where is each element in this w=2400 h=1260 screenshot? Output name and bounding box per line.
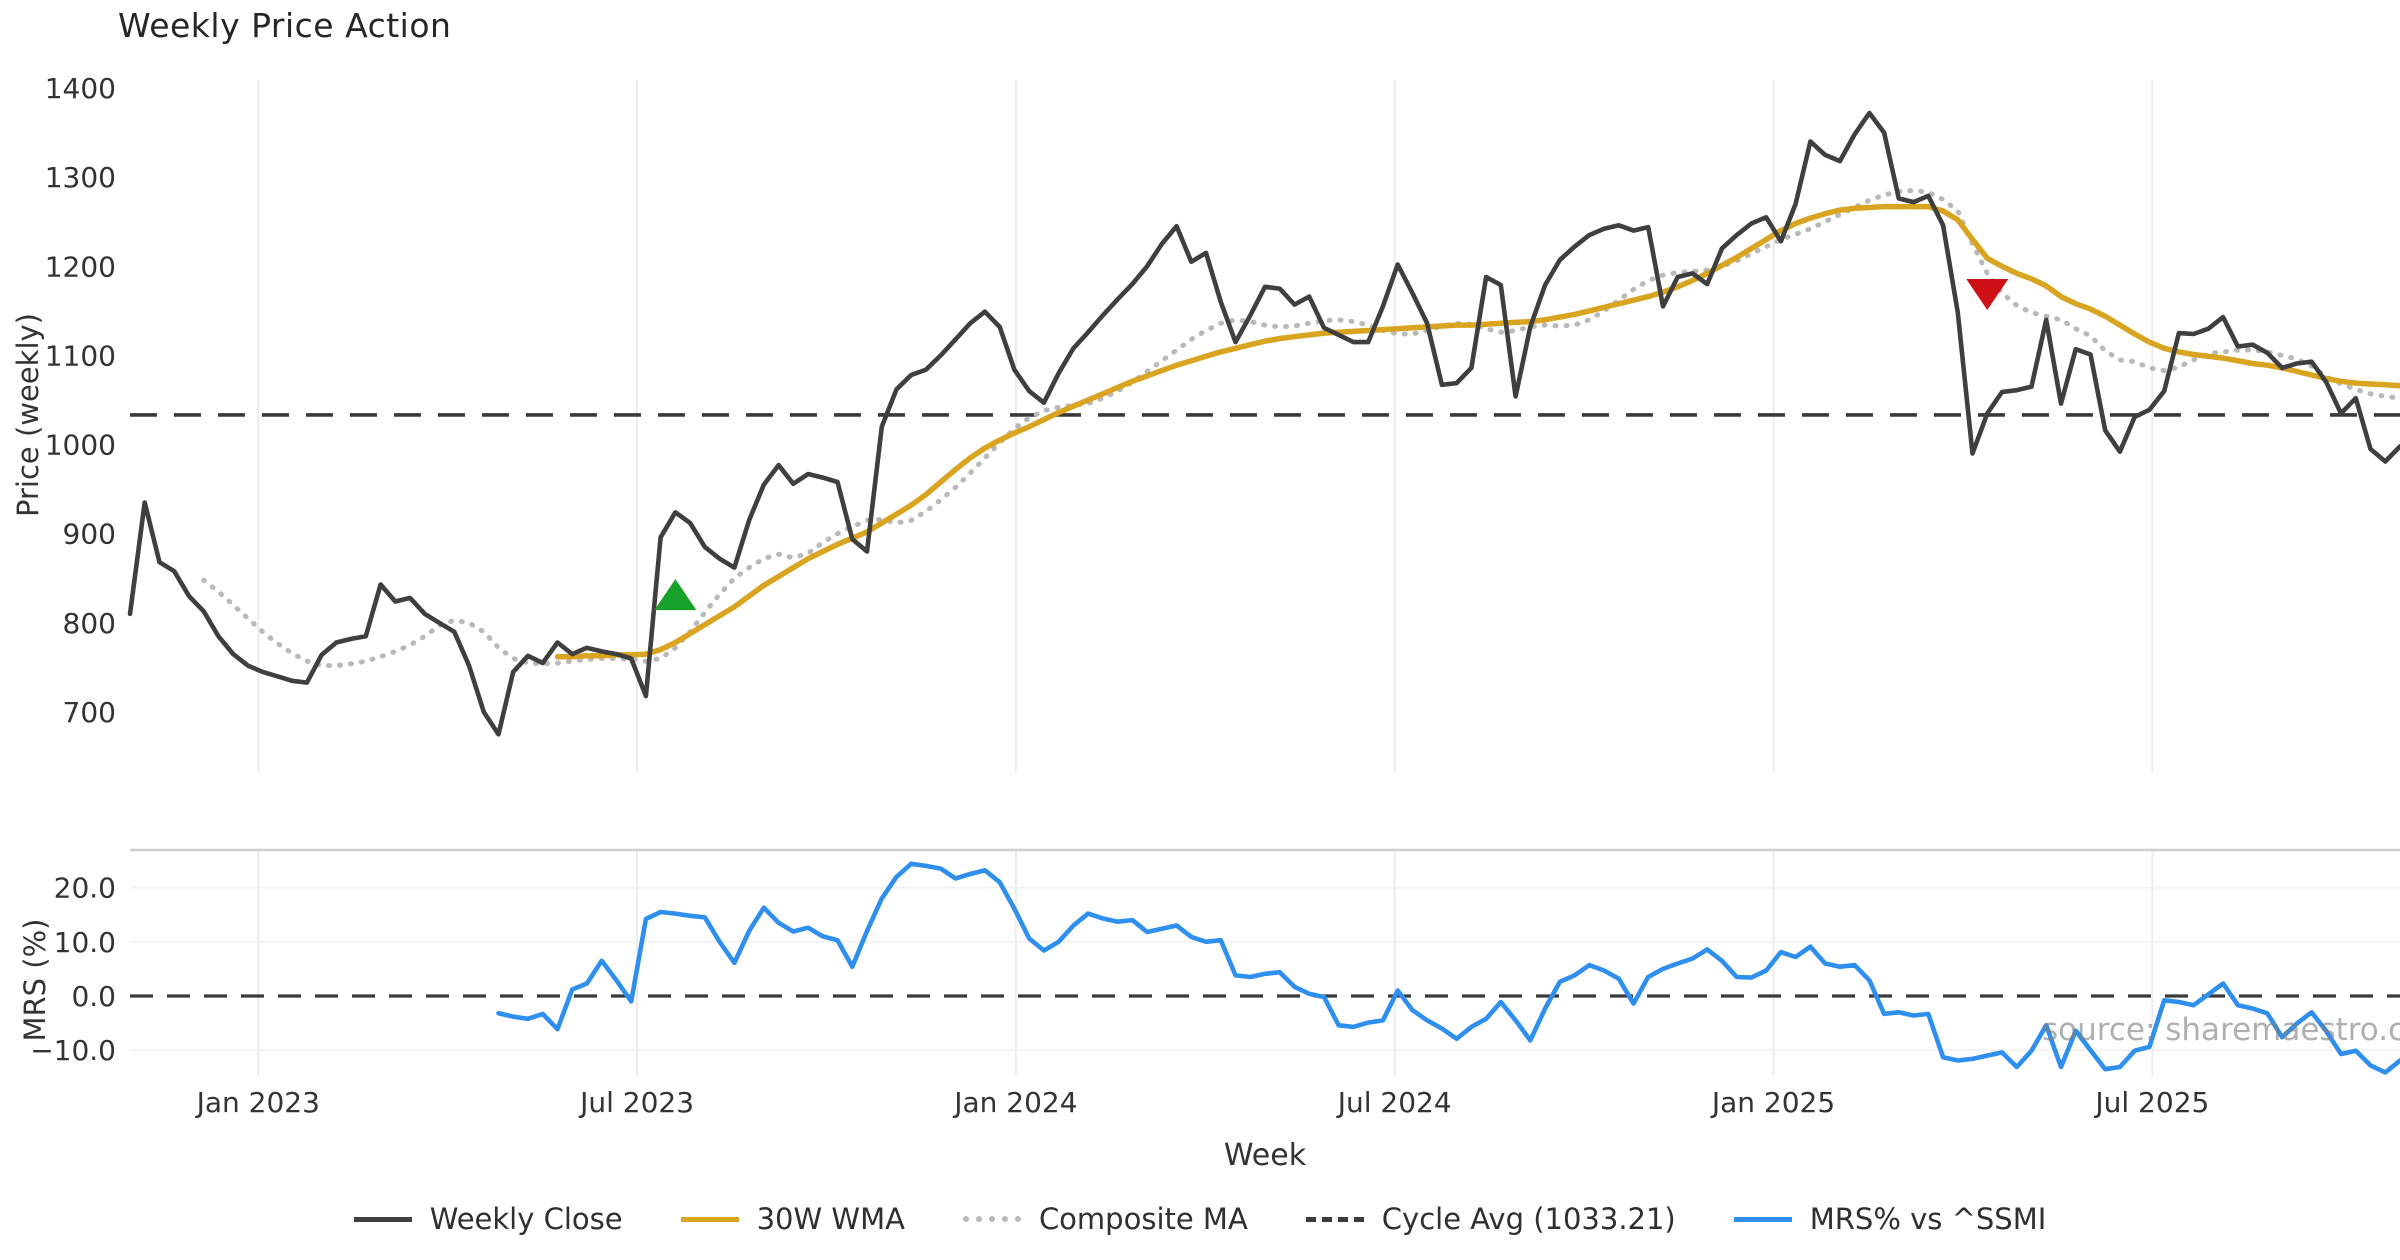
composite-ma-line <box>201 188 2400 669</box>
price-y-tick-label: 900 <box>63 518 116 551</box>
price-y-tick-label: 800 <box>63 607 116 640</box>
source-watermark: source: sharemaestro.com <box>2042 1012 2400 1048</box>
buy-signal-marker-icon <box>654 579 697 611</box>
legend-item-composite-ma: Composite MA <box>962 1202 1248 1236</box>
legend: Weekly Close 30W WMA Composite MA Cycle Avg… <box>0 1202 2400 1236</box>
price-y-tick-label: 1200 <box>45 250 116 283</box>
price-y-tick-label: 1100 <box>45 339 116 372</box>
x-tick-label: Jan 2023 <box>195 1086 320 1119</box>
legend-item-mrs-vs-ssmi: MRS% vs ^SSMI <box>1733 1202 2047 1236</box>
mrs-y-tick-label: 0.0 <box>71 980 116 1013</box>
legend-label: MRS% vs ^SSMI <box>1809 1202 2047 1236</box>
x-axis-label: Week <box>1223 1138 1307 1173</box>
x-tick-label: Jul 2023 <box>578 1086 694 1119</box>
legend-label: 30W WMA <box>756 1202 905 1236</box>
x-tick-label: Jan 2025 <box>1710 1086 1835 1119</box>
legend-item-cycle-avg-1033-21-: Cycle Avg (1033.21) <box>1305 1202 1676 1236</box>
legend-label: Composite MA <box>1038 1202 1248 1236</box>
sell-signal-marker-icon <box>1966 279 2009 311</box>
legend-swatch-icon <box>1305 1216 1364 1222</box>
price-y-tick-label: 700 <box>63 696 116 729</box>
price-y-tick-label: 1300 <box>45 161 116 194</box>
mrs-axis-label: MRS (%) <box>18 918 52 1042</box>
legend-label: Cycle Avg (1033.21) <box>1381 1202 1676 1236</box>
mrs-line <box>496 861 2400 1075</box>
legend-swatch-icon <box>353 1216 412 1222</box>
price-y-tick-label: 1000 <box>45 429 116 462</box>
wma30-line <box>554 203 2400 660</box>
legend-swatch-icon <box>1733 1216 1792 1222</box>
x-tick-label: Jul 2024 <box>1336 1086 1452 1119</box>
chart-title: Weekly Price Action <box>118 6 452 45</box>
weekly-close-line <box>127 110 2400 737</box>
x-tick-label: Jul 2025 <box>2093 1086 2209 1119</box>
x-tick-label: Jan 2024 <box>952 1086 1077 1119</box>
price-axis-label: Price (weekly) <box>11 313 45 518</box>
mrs-y-tick-label: −10.0 <box>30 1034 116 1067</box>
mrs-y-tick-label: 10.0 <box>54 926 116 959</box>
legend-item-30w-wma: 30W WMA <box>680 1202 905 1236</box>
price-y-tick-label: 1400 <box>45 72 116 105</box>
mrs-y-tick-label: 20.0 <box>54 872 116 905</box>
legend-item-weekly-close: Weekly Close <box>353 1202 623 1236</box>
legend-swatch-icon <box>680 1216 739 1222</box>
legend-swatch-icon <box>962 1216 1021 1222</box>
legend-label: Weekly Close <box>429 1202 623 1236</box>
